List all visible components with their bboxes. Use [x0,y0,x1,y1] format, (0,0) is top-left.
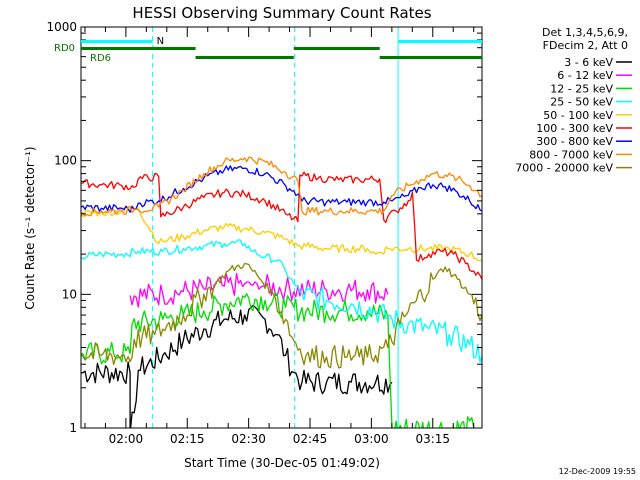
legend-entry-label: 3 - 6 keV [564,56,613,69]
flag-bars: N RD0 RD6 [54,36,482,64]
rd0-bar-1 [293,47,380,50]
x-axis-label: Start Time (30-Dec-05 01:49:02) [184,456,380,470]
x-tick-label: 02:30 [231,432,266,446]
legend-entry-label: 12 - 25 keV [550,82,613,95]
y-tick-label: 1000 [46,20,77,34]
x-tick-label: 02:00 [109,432,144,446]
plot-area [81,27,482,428]
legend-entry-label: 25 - 50 keV [550,96,613,109]
legend: Det 1,3,4,5,6,9,FDecim 2, Att 0 3 - 6 keV… [515,26,632,175]
chart-title: HESSI Observing Summary Count Rates [132,4,431,22]
series-line-0 [81,304,393,428]
x-tick-label: 02:15 [170,432,205,446]
legend-entry-label: 50 - 100 keV [543,109,613,122]
series-line-3 [81,239,482,363]
rd6-bar-1 [379,56,482,59]
x-tick-label: 02:45 [293,432,328,446]
rd6-bar-0 [195,56,294,59]
legend-entry-label: 7000 - 20000 keV [515,162,613,175]
x-tick-label: 03:00 [354,432,389,446]
series-line-4 [81,206,482,262]
legend-entry-label: 6 - 12 keV [557,69,613,82]
legend-entry-label: 300 - 800 keV [536,135,613,148]
series-line-2 [81,292,475,428]
plot-frame [80,26,483,429]
series-line-6 [81,165,482,213]
series-line-8 [81,262,482,369]
night-bar-1 [398,40,482,43]
legend-entry-label: 100 - 300 keV [536,122,613,135]
legend-entry-label: 800 - 7000 keV [529,148,613,161]
rd0-bar-0 [81,47,196,50]
rd0-flag-label: RD0 [54,43,75,54]
x-tick-label: 03:15 [415,432,450,446]
y-tick-label: 100 [54,154,77,168]
legend-header-line: Det 1,3,4,5,6,9, [542,26,628,39]
y-axis-label: Count Rate (s⁻¹ detector⁻¹) [23,146,37,309]
series-line-7 [81,156,482,217]
night-bar-0 [81,40,153,43]
legend-header-line: FDecim 2, Att 0 [543,39,628,52]
series-line-5 [81,171,482,280]
y-tick-label: 1 [69,421,77,435]
footer-timestamp: 12-Dec-2009 19:55 [559,467,636,476]
x-axis: 02:00 02:15 02:30 02:45 03:00 03:15 [84,27,475,446]
rd6-flag-label: RD6 [90,53,111,64]
y-tick-label: 10 [62,287,77,301]
night-flag-label: N [157,36,164,47]
